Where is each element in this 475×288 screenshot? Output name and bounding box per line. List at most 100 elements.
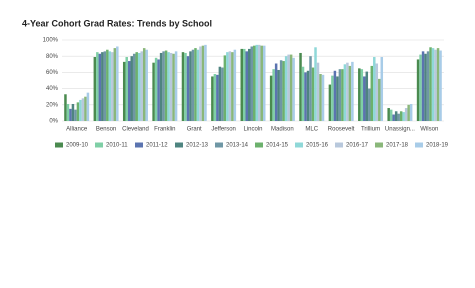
bar — [373, 57, 376, 121]
bar — [93, 57, 97, 121]
bar — [74, 109, 77, 121]
bar — [101, 52, 104, 121]
bar — [116, 46, 119, 122]
bar — [436, 48, 440, 121]
bar — [169, 52, 173, 121]
bar — [157, 59, 160, 121]
bar — [419, 54, 422, 121]
bar — [164, 50, 168, 121]
bar — [223, 55, 227, 121]
bar — [424, 53, 427, 121]
legend-swatch — [255, 142, 263, 148]
x-tick-label: Cleveland — [122, 127, 149, 133]
bar — [421, 51, 425, 122]
legend-label: 2016-17 — [346, 143, 369, 149]
bar — [370, 65, 374, 121]
bar — [368, 88, 371, 121]
bar — [81, 98, 85, 121]
bar — [152, 62, 155, 121]
bar — [167, 52, 170, 121]
bar — [416, 59, 420, 121]
bar — [137, 52, 141, 121]
x-tick-label: Jefferson — [211, 127, 236, 133]
bar — [211, 76, 214, 121]
bar — [240, 48, 244, 121]
legend-label: 2012-13 — [186, 143, 209, 149]
bar — [343, 64, 347, 121]
legend-label: 2017-18 — [386, 143, 409, 149]
bar — [394, 111, 398, 121]
bar — [262, 45, 266, 121]
bar — [106, 49, 109, 121]
bar — [96, 52, 99, 121]
legend-label: 2015-16 — [306, 143, 329, 149]
y-tick-label: 20% — [46, 102, 59, 108]
bar — [76, 102, 80, 121]
legend-swatch — [295, 142, 303, 148]
bar — [404, 108, 408, 121]
bar — [292, 57, 295, 121]
bar — [333, 70, 337, 121]
bar — [311, 67, 315, 121]
bar — [174, 51, 178, 122]
bar — [69, 108, 72, 121]
bar — [387, 108, 390, 121]
legend-label: 2010-11 — [106, 143, 128, 149]
y-tick-label: 80% — [46, 54, 59, 60]
bar — [331, 75, 334, 121]
bar — [277, 69, 280, 121]
legend-swatch — [55, 142, 63, 148]
y-tick-label: 60% — [46, 70, 59, 76]
legend-label: 2009-10 — [66, 143, 89, 149]
bar — [282, 61, 285, 121]
bar — [360, 69, 364, 121]
bar — [341, 69, 344, 121]
bar — [103, 51, 107, 122]
bar — [194, 48, 197, 121]
bar — [127, 61, 131, 121]
bar — [392, 114, 395, 121]
bar — [154, 57, 158, 121]
bar — [228, 51, 232, 122]
bar — [399, 111, 403, 121]
bar — [299, 52, 302, 121]
bar — [439, 50, 442, 121]
legend-swatch — [415, 142, 423, 148]
bar — [375, 63, 379, 121]
bar — [304, 72, 307, 121]
bar — [253, 45, 256, 121]
bar — [122, 61, 126, 121]
bar — [378, 78, 381, 121]
bar — [216, 74, 219, 121]
bar — [111, 52, 114, 121]
bar — [221, 67, 224, 121]
bar — [429, 47, 432, 121]
bar — [245, 51, 249, 122]
bar — [130, 56, 133, 122]
bar — [257, 44, 261, 121]
bar — [199, 46, 202, 122]
bar — [186, 56, 190, 122]
x-tick-label: Benson — [96, 127, 116, 133]
bar — [402, 112, 405, 121]
bar — [184, 52, 187, 121]
bar — [279, 60, 283, 121]
bar — [201, 45, 205, 121]
bar — [284, 56, 288, 122]
bar — [365, 71, 369, 121]
x-tick-label: Grant — [187, 127, 202, 133]
bar — [289, 54, 293, 121]
bar — [346, 62, 349, 121]
x-tick-label: Wilson — [420, 127, 438, 133]
legend-swatch — [95, 142, 103, 148]
bar — [431, 48, 435, 121]
bar — [79, 99, 82, 121]
bar — [84, 96, 87, 121]
bar — [204, 44, 207, 121]
bar — [287, 54, 290, 121]
bar — [233, 49, 237, 121]
x-tick-label: Madison — [271, 127, 294, 133]
bar — [159, 52, 163, 121]
legend-swatch — [215, 142, 223, 148]
bar — [306, 70, 310, 121]
